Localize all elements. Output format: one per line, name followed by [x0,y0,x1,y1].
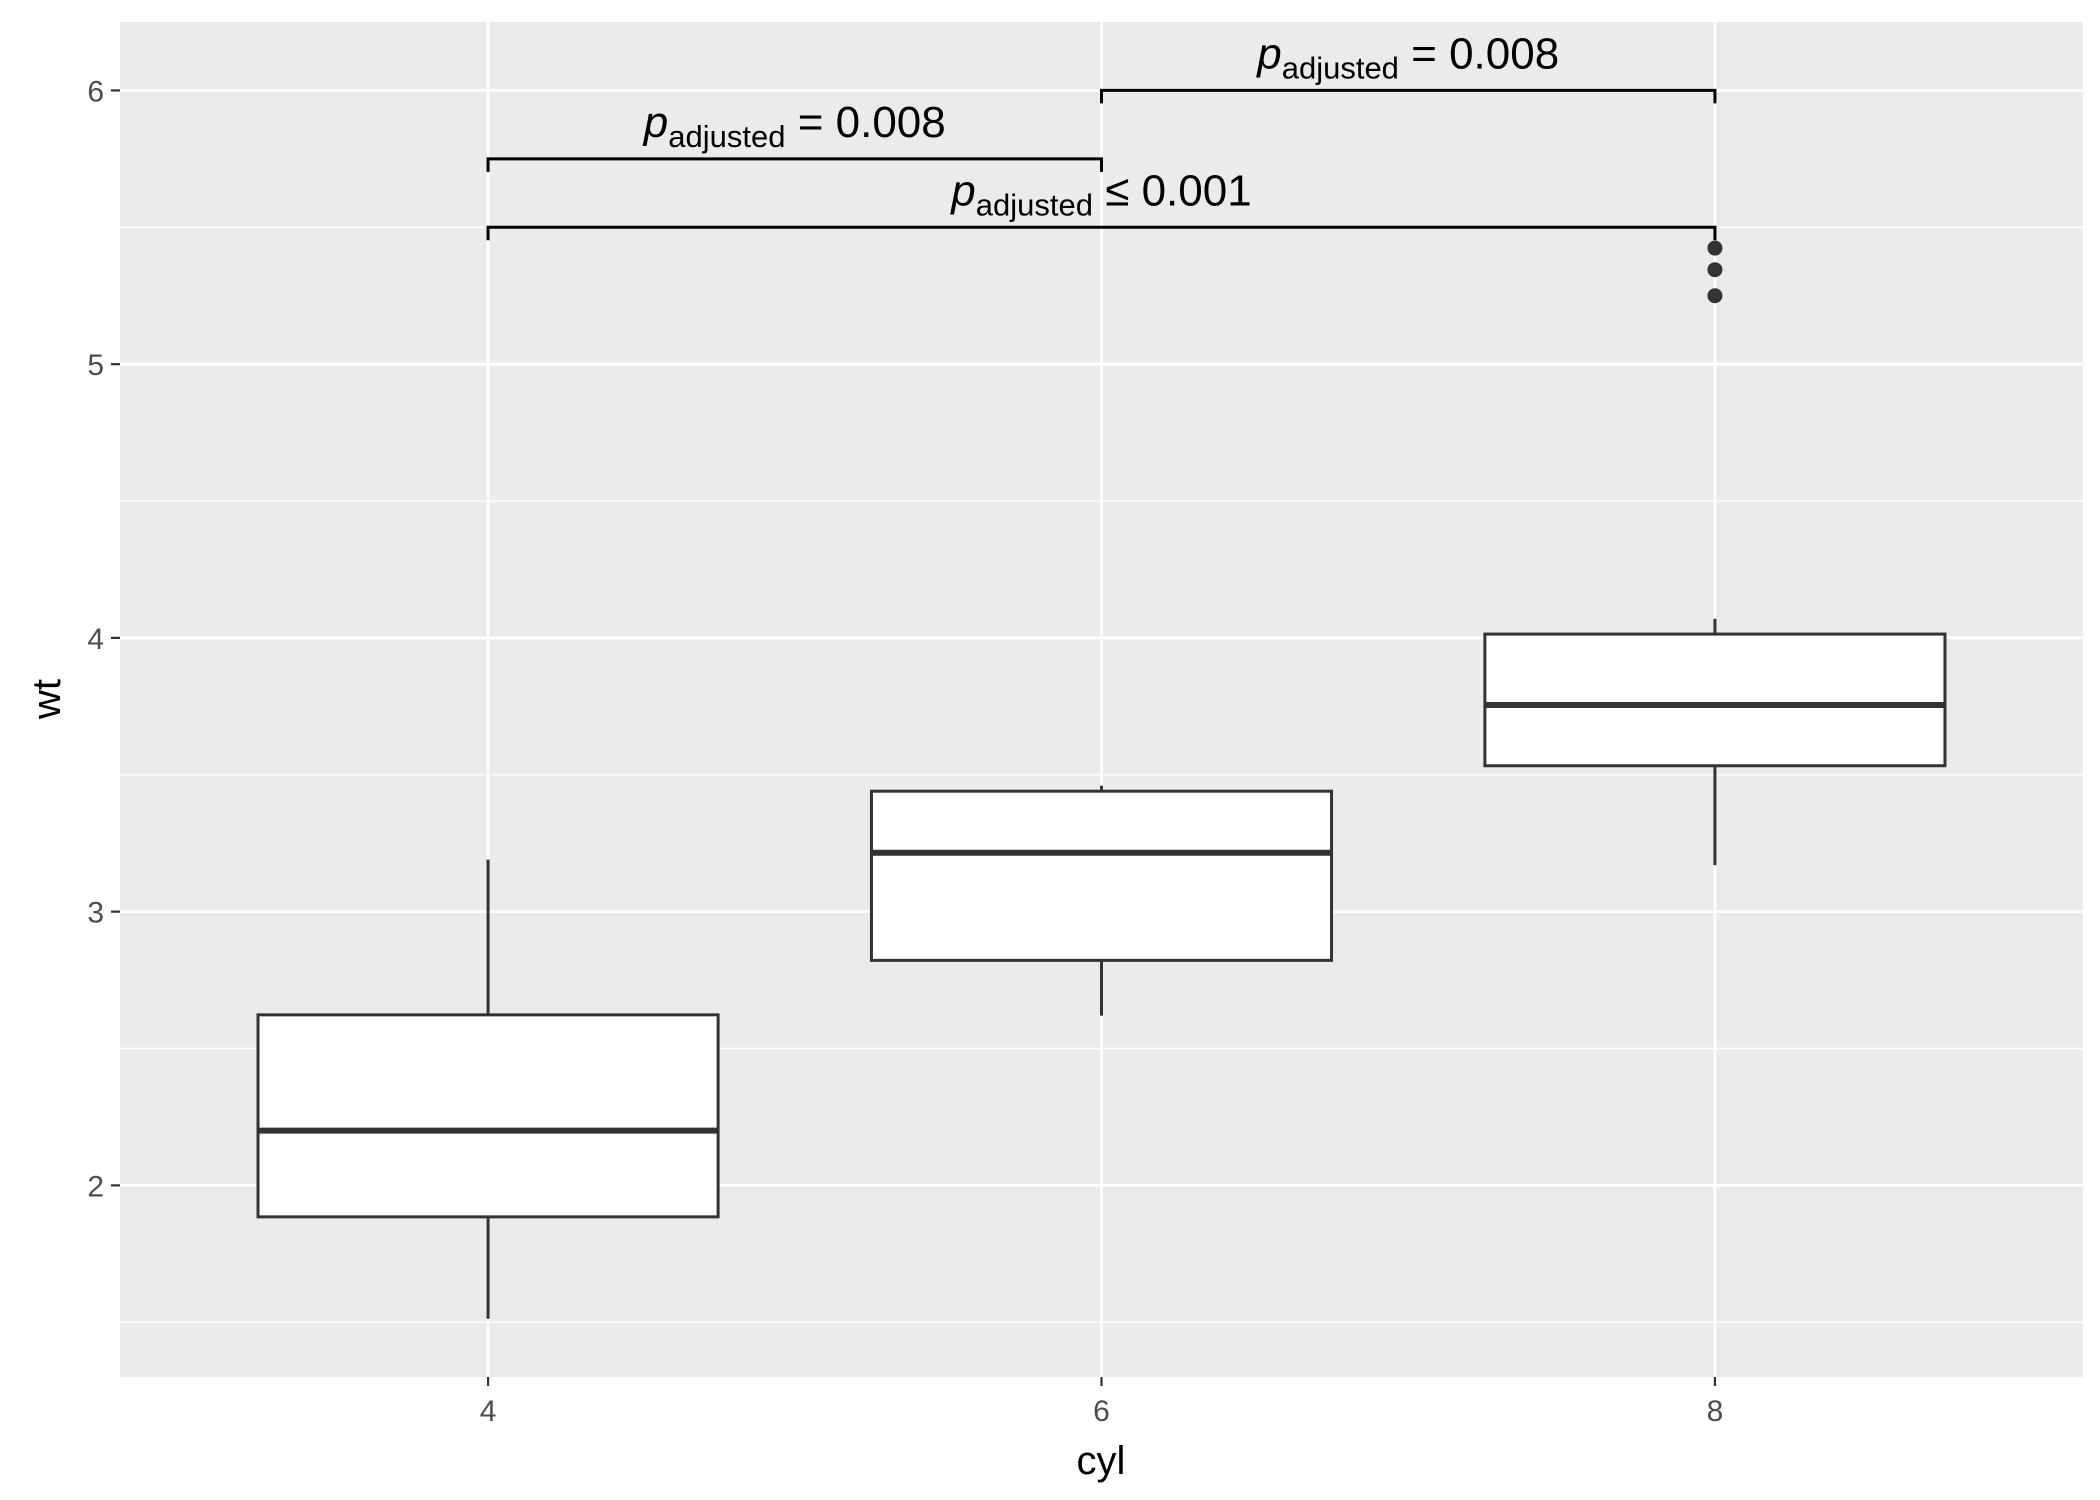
y-axis-title: wt [25,679,69,720]
box-8 [1483,240,1947,866]
significance-bracket [1100,88,1717,104]
outlier-point [1707,262,1723,278]
y-axis: 2 3 4 5 6 [87,75,120,1203]
box-4 [256,859,720,1319]
p-value-label: padjusted = 0.008 [642,98,946,154]
outlier-point [1707,288,1723,304]
y-tick-label: 4 [87,623,104,656]
outlier-point [1707,240,1723,256]
y-tick-label: 3 [87,897,104,930]
y-tick-label: 5 [87,349,104,382]
x-axis: 4 6 8 [480,1377,1724,1428]
box-6 [869,785,1334,1016]
box-iqr [869,789,1334,962]
boxplots [256,240,1947,1319]
box-iqr [1483,632,1947,768]
x-axis-title: cyl [1077,1439,1126,1483]
p-value-label: padjusted ≤ 0.001 [949,166,1251,222]
significance-bracket [486,225,1717,241]
comparison-6-8: padjusted = 0.008 [1100,29,1717,104]
comparison-4-6: padjusted = 0.008 [486,98,1103,172]
x-tick-label: 6 [1093,1395,1110,1428]
x-tick-label: 8 [1707,1395,1724,1428]
x-tick-label: 4 [480,1395,497,1428]
y-tick-label: 6 [87,75,104,108]
significance-bracket [486,157,1103,172]
comparison-4-8: padjusted ≤ 0.001 [486,166,1717,241]
box-iqr [256,1013,720,1219]
p-value-label: padjusted = 0.008 [1255,29,1559,85]
y-tick-label: 2 [87,1170,104,1203]
